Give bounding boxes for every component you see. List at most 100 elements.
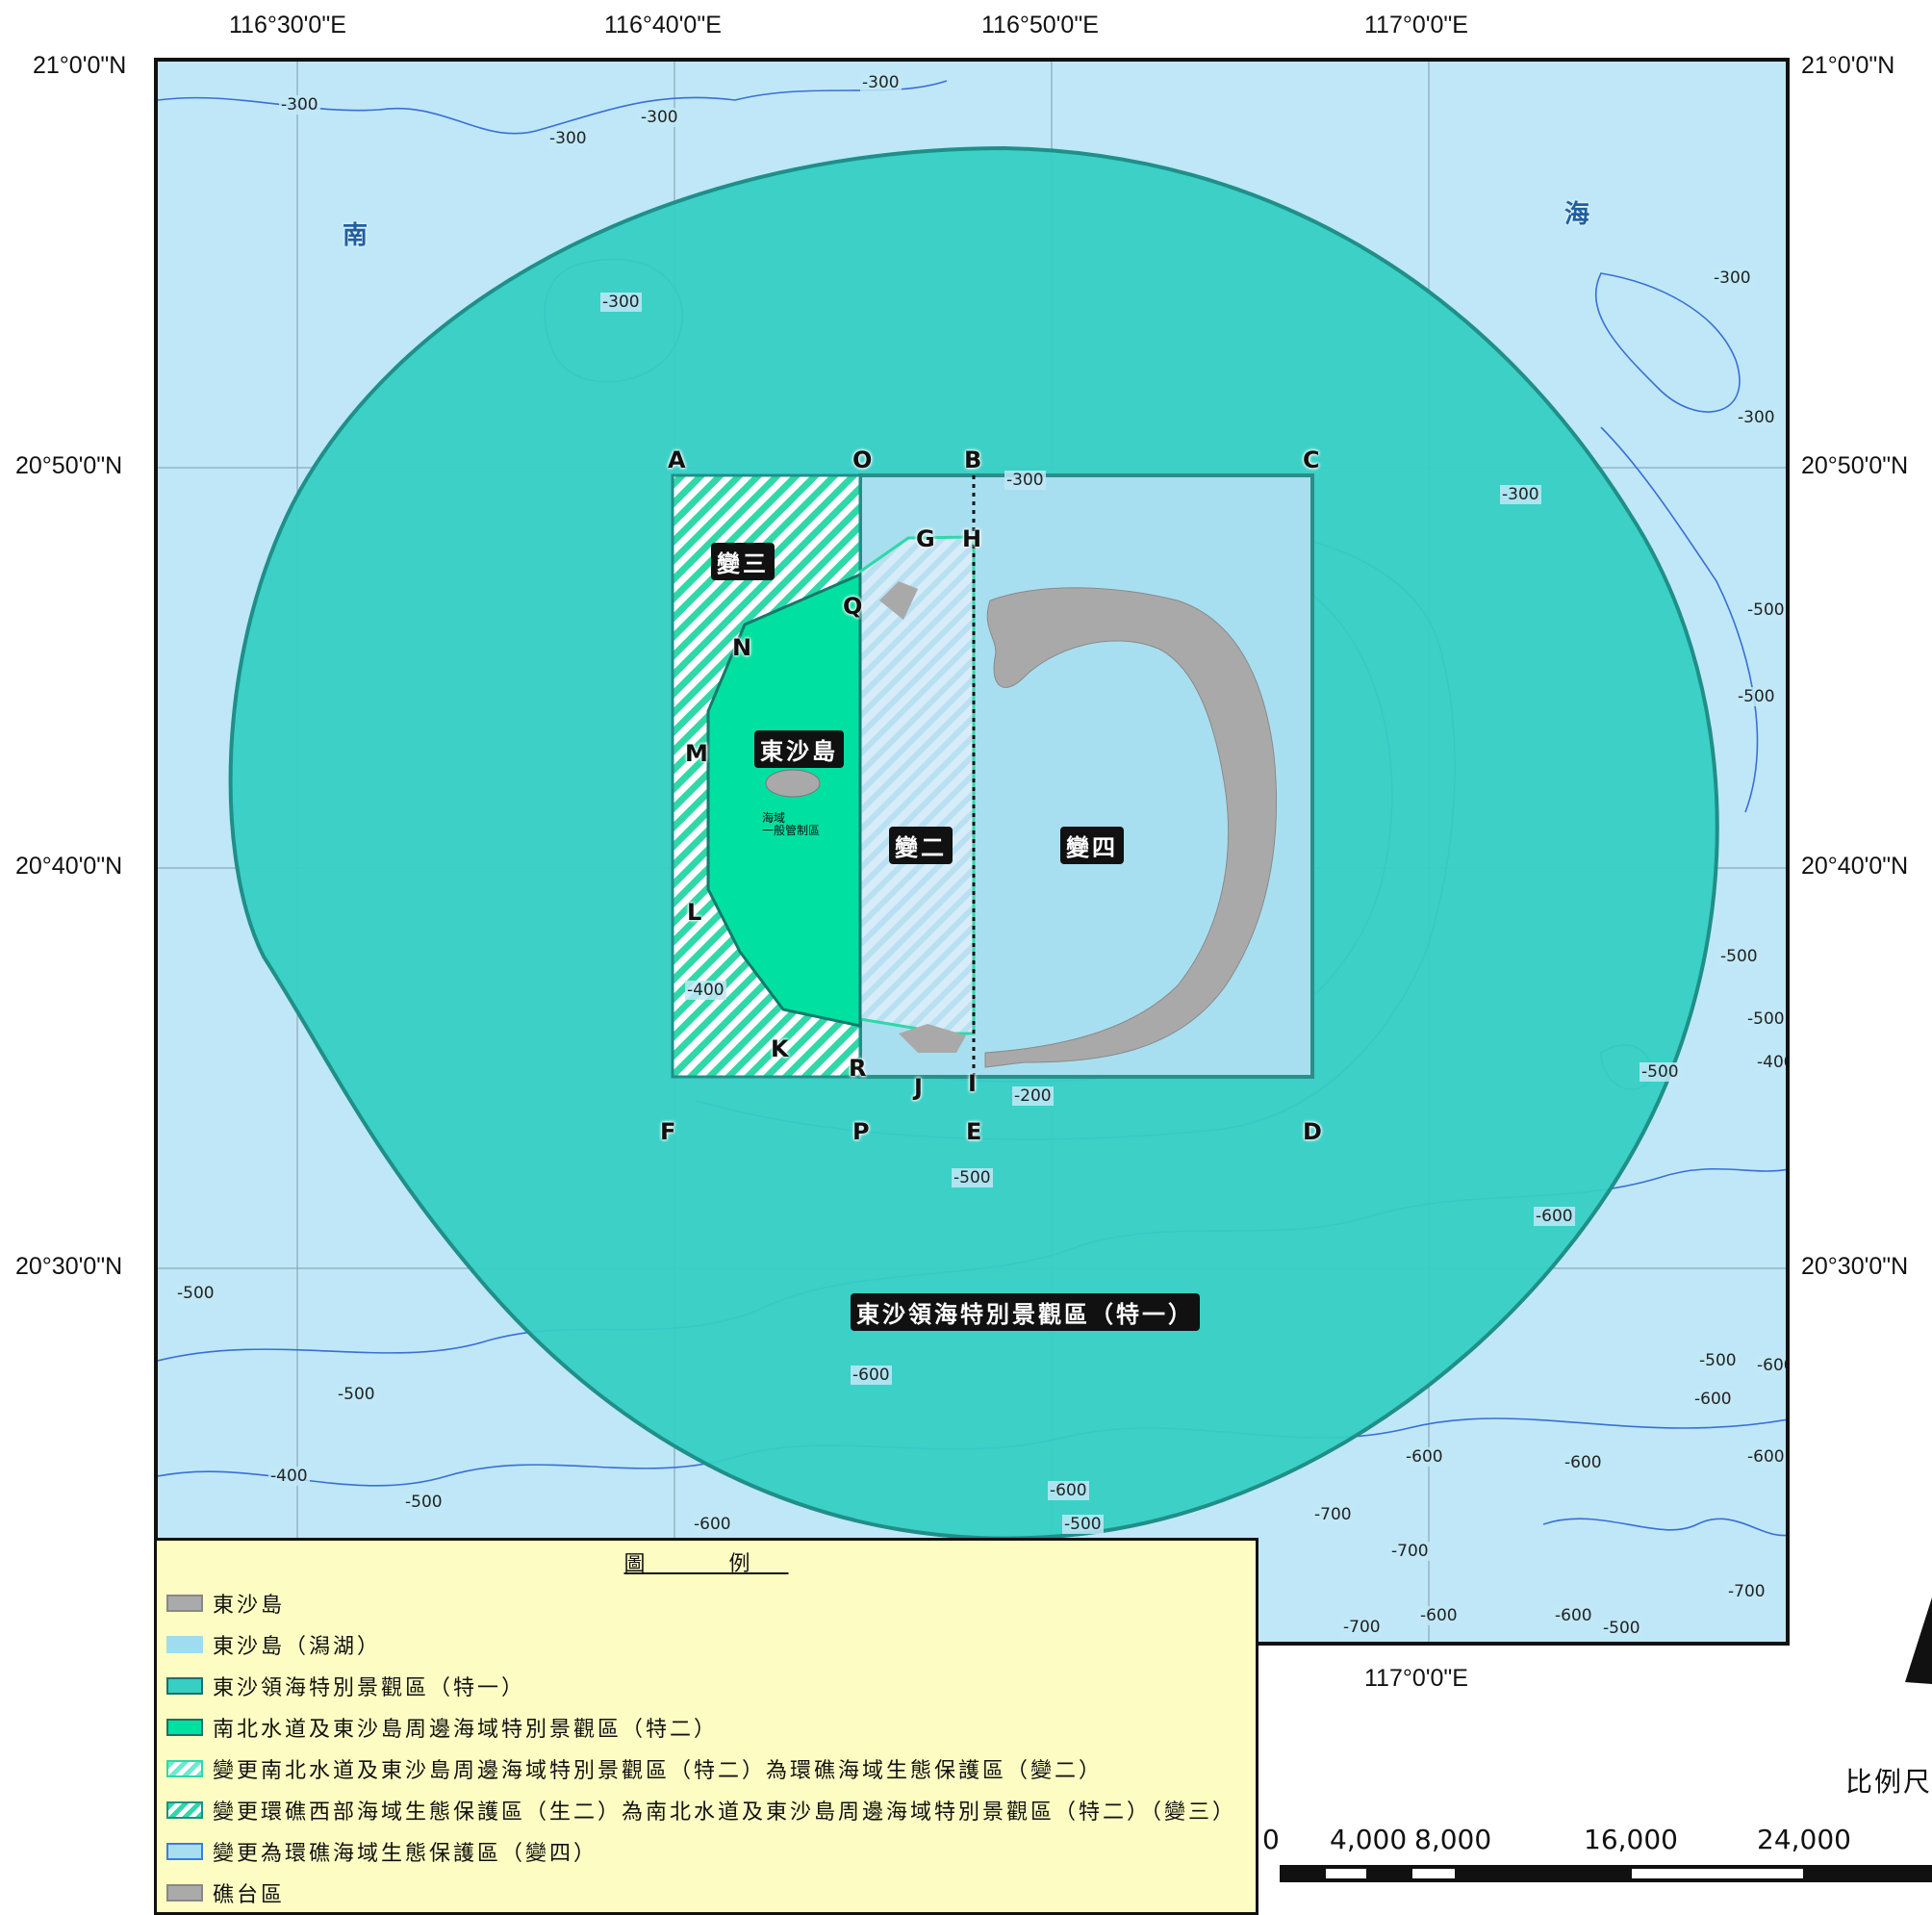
zone-label-island-small: 海域 一般管制區: [762, 811, 821, 837]
zone-special-two: [706, 572, 862, 1028]
legend-item-special-one: 東沙領海特別景觀區（特一）: [166, 1672, 525, 1700]
depth-label: -600: [1048, 1481, 1089, 1500]
depth-label: -300: [860, 73, 902, 92]
depth-label: -500: [403, 1493, 445, 1512]
swatch-island: [166, 1595, 203, 1612]
scale-bar-segment: [1632, 1869, 1803, 1878]
depth-label: -500: [1062, 1515, 1104, 1534]
legend-label: 變更為環礁海域生態保護區（變四）: [213, 1842, 598, 1866]
depth-label: -700: [1726, 1582, 1767, 1601]
zone-label-special-one: 東沙領海特別景觀區（特一）: [851, 1293, 1200, 1331]
point-g: G: [916, 525, 935, 552]
depth-label: -700: [1341, 1618, 1383, 1637]
depth-label: -400: [1755, 1053, 1786, 1072]
scale-title: 比例尺: [1844, 1766, 1932, 1798]
depth-label: -500: [1640, 1062, 1681, 1082]
legend-label: 東沙島（潟湖）: [213, 1635, 382, 1659]
lon-label-1: 116°30'0"E: [229, 12, 346, 38]
north-arrow-icon: [1905, 1597, 1932, 1684]
depth-label: -600: [1563, 1453, 1604, 1472]
lon-label-4: 117°0'0"E: [1364, 12, 1468, 38]
swatch-bian-si: [166, 1843, 203, 1860]
depth-label: -300: [279, 95, 320, 115]
point-q: Q: [843, 593, 863, 620]
zone-label-bian-er: 變二: [889, 827, 953, 864]
legend-label: 變更南北水道及東沙島周邊海域特別景觀區（特二）為環礁海域生態保護區（變二）: [213, 1759, 1104, 1783]
map-graphics: [158, 62, 1786, 1642]
point-i: I: [968, 1070, 977, 1097]
zone-bian-er: [858, 535, 976, 1035]
lat-label-right-1: 21°0'0"N: [1801, 52, 1895, 79]
depth-label: -500: [1736, 687, 1777, 706]
lon-label-3: 116°50'0"E: [981, 12, 1099, 38]
depth-label: -600: [1692, 1390, 1734, 1409]
depth-label: -200: [1012, 1086, 1054, 1106]
swatch-reef: [166, 1884, 203, 1902]
point-l: L: [687, 899, 702, 926]
scale-bar-segment: [1412, 1869, 1455, 1878]
legend-label: 東沙領海特別景觀區（特一）: [213, 1676, 526, 1700]
legend-item-lagoon: 東沙島（潟湖）: [166, 1630, 381, 1659]
lat-label-right-4: 20°30'0"N: [1801, 1253, 1909, 1280]
lat-label-left-4: 20°30'0"N: [15, 1253, 123, 1280]
lat-label-left-1: 21°0'0"N: [33, 52, 127, 79]
point-e: E: [966, 1118, 982, 1145]
lat-label-right-3: 20°40'0"N: [1801, 853, 1909, 880]
point-k: K: [771, 1035, 789, 1062]
depth-label: -600: [1553, 1606, 1594, 1625]
point-o: O: [852, 447, 873, 473]
point-j: J: [914, 1074, 923, 1101]
depth-label: -500: [1718, 947, 1760, 966]
scale-tick-label: 16,000: [1584, 1824, 1678, 1855]
lat-label-left-2: 20°50'0"N: [15, 452, 123, 479]
swatch-special-one: [166, 1677, 203, 1695]
depth-label: -500: [1745, 600, 1786, 620]
point-m: M: [685, 740, 708, 767]
sea-label-sea: 海: [1564, 200, 1590, 229]
depth-label: -600: [1418, 1606, 1460, 1625]
scale-tick-label: 0: [1262, 1824, 1280, 1855]
zone-label-bian-san: 變三: [711, 543, 775, 580]
scale-tick-label: 8,000: [1414, 1824, 1492, 1855]
depth-label: -500: [1601, 1619, 1642, 1638]
lat-label-left-3: 20°40'0"N: [15, 853, 123, 880]
legend-label: 變更環礁西部海域生態保護區（生二）為南北水道及東沙島周邊海域特別景觀區（特二）（…: [213, 1800, 1237, 1825]
legend-label: 南北水道及東沙島周邊海域特別景觀區（特二）: [213, 1718, 719, 1742]
point-r: R: [849, 1055, 867, 1082]
depth-label: -500: [1745, 1009, 1786, 1029]
legend-label: 礁台區: [213, 1883, 286, 1907]
point-d: D: [1303, 1118, 1322, 1145]
point-f: F: [660, 1118, 676, 1145]
depth-label: -300: [1500, 485, 1541, 504]
island-shape: [765, 769, 821, 798]
point-p: P: [852, 1118, 870, 1145]
swatch-bian-san: [166, 1801, 203, 1819]
depth-label: -500: [175, 1284, 216, 1303]
scale-tick-label: 4,000: [1330, 1824, 1408, 1855]
depth-label: -300: [1736, 408, 1777, 427]
point-h: H: [962, 525, 982, 552]
depth-label: -600: [1745, 1447, 1786, 1467]
zone-label-bian-si: 變四: [1060, 827, 1124, 864]
legend-title: 圖 例: [623, 1552, 789, 1576]
depth-label: -600: [1755, 1356, 1786, 1375]
legend-item-reef: 礁台區: [166, 1878, 285, 1907]
depth-label: -400: [268, 1467, 310, 1486]
legend-label: 東沙島: [213, 1594, 286, 1618]
depth-label: -600: [1534, 1207, 1575, 1226]
zone-label-island: 東沙島: [754, 730, 844, 768]
depth-label: -700: [1312, 1505, 1354, 1524]
depth-label: -300: [1004, 471, 1046, 490]
depth-label: -300: [1712, 268, 1753, 288]
swatch-lagoon: [166, 1636, 203, 1653]
map-canvas[interactable]: 南 海 變三 東沙島 變二 變四 東沙領海特別景觀區（特一） 海域 一般管制區 …: [154, 58, 1790, 1646]
swatch-special-two: [166, 1719, 203, 1736]
depth-label: -300: [639, 108, 680, 127]
depth-label: -300: [600, 293, 642, 312]
swatch-bian-er: [166, 1760, 203, 1777]
lon-label-2: 116°40'0"E: [604, 12, 722, 38]
depth-label: -300: [547, 129, 589, 148]
depth-label: -500: [336, 1385, 377, 1404]
depth-label: -700: [1389, 1542, 1431, 1561]
point-b: B: [964, 447, 982, 473]
